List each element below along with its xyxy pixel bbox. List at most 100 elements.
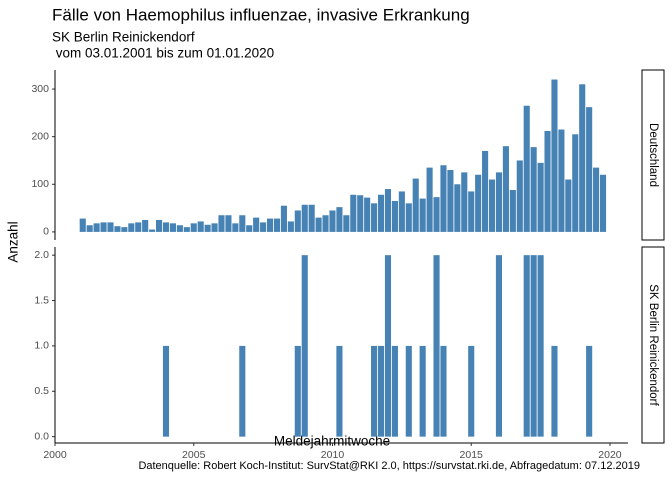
bar	[482, 150, 489, 232]
bar	[558, 129, 565, 232]
bar	[384, 255, 392, 437]
bar	[593, 167, 600, 232]
bar	[294, 345, 301, 437]
bar	[336, 207, 343, 232]
bar	[502, 146, 509, 232]
bar	[523, 105, 530, 232]
bar	[343, 215, 350, 232]
bar	[495, 255, 503, 437]
bar	[468, 345, 475, 437]
bar	[156, 220, 163, 232]
bar	[121, 227, 128, 232]
chart-subtitle: SK Berlin Reinickendorf	[52, 30, 195, 45]
bar	[301, 204, 308, 232]
bar	[273, 218, 281, 232]
bar	[260, 222, 267, 232]
bar	[169, 223, 176, 232]
bar	[357, 195, 364, 232]
bar	[454, 184, 461, 232]
bar	[350, 194, 357, 232]
bar	[516, 160, 523, 232]
y-tick-label: 0.0	[34, 430, 49, 442]
y-tick-label: 300	[31, 83, 49, 95]
bar	[391, 345, 398, 437]
bar	[495, 172, 503, 232]
bar	[294, 210, 301, 232]
bar	[364, 197, 371, 232]
bar	[100, 222, 107, 232]
y-tick-label: 200	[31, 130, 49, 142]
bar	[315, 217, 322, 232]
bar	[537, 162, 544, 232]
bar	[537, 255, 544, 437]
facet-strip	[641, 69, 665, 241]
bar	[377, 345, 385, 437]
facet-label: SK Berlin Reinickendorf	[647, 284, 659, 406]
chart-title: Fälle von Haemophilus influenzae, invasi…	[52, 5, 470, 24]
bar	[544, 130, 551, 232]
bar	[419, 345, 426, 437]
bar	[412, 178, 419, 232]
facet-label: Deutschland	[647, 123, 659, 187]
bar	[211, 223, 218, 232]
y-tick-label: 1.5	[34, 294, 49, 306]
bar	[162, 345, 170, 437]
bar	[440, 345, 447, 437]
bar	[433, 197, 440, 232]
bar	[405, 345, 412, 437]
bar	[398, 191, 405, 232]
bar	[93, 223, 100, 232]
bar	[447, 170, 454, 232]
bar	[579, 84, 586, 232]
caption: Datenquelle: Robert Koch-Institut: SurvS…	[138, 460, 640, 472]
bar	[530, 255, 537, 437]
bar	[280, 205, 287, 232]
bar	[371, 203, 378, 232]
bar	[142, 220, 149, 232]
bar	[190, 223, 197, 232]
bar	[197, 221, 204, 232]
bar	[391, 200, 398, 232]
bar	[176, 225, 183, 232]
y-tick-label: 100	[31, 178, 49, 190]
bar	[322, 215, 329, 232]
bar	[461, 172, 468, 232]
bar	[586, 345, 593, 437]
bar	[183, 227, 190, 232]
bar	[371, 345, 378, 437]
bar	[253, 217, 260, 232]
bar	[287, 221, 294, 232]
x-tick-label: 2015	[460, 449, 484, 461]
chart-subtitle: vom 03.01.2001 bis zum 01.01.2020	[52, 46, 274, 61]
bar	[246, 225, 253, 232]
bar	[266, 218, 274, 232]
y-tick-label: 1.0	[34, 340, 49, 352]
y-tick-label: 0.5	[34, 385, 49, 397]
bar	[419, 198, 426, 232]
bar	[79, 218, 86, 232]
bar	[433, 255, 440, 437]
bar	[149, 229, 156, 232]
bar	[301, 255, 308, 437]
bar	[565, 179, 572, 232]
bar	[551, 79, 558, 232]
bar	[599, 174, 607, 232]
y-tick-label: 0	[43, 226, 49, 238]
facet-strip	[641, 246, 665, 444]
bar	[232, 223, 239, 232]
bar	[128, 223, 135, 232]
x-tick-label: 2000	[43, 449, 67, 461]
bar	[440, 165, 447, 232]
bar	[225, 215, 232, 232]
bar	[162, 222, 170, 232]
bar	[426, 167, 433, 232]
bar	[475, 174, 482, 232]
bar	[586, 107, 593, 232]
x-tick-label: 2010	[321, 449, 345, 461]
bar	[308, 204, 315, 232]
bar	[384, 189, 392, 232]
bar	[509, 190, 516, 232]
bar	[523, 255, 530, 437]
bar	[488, 179, 496, 232]
